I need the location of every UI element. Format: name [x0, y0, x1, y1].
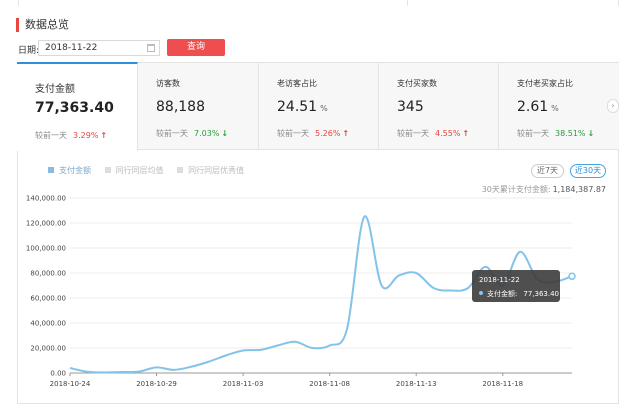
- y-tick-label: 120,000.00: [26, 220, 66, 228]
- metric-compare: 较前一天 4.55% ↑: [397, 129, 470, 138]
- x-tick-label: 2018-11-18: [482, 380, 523, 388]
- metric-value: 345: [397, 99, 424, 115]
- metric-label: 支付买家数: [397, 79, 437, 88]
- chevron-right-icon[interactable]: ›: [607, 99, 619, 113]
- query-button[interactable]: 查询: [167, 39, 225, 56]
- total-summary: 30天累计支付金额: 1,184,387.87: [482, 184, 606, 195]
- total-value: 1,184,387.87: [552, 185, 606, 194]
- metric-card-visitors[interactable]: 访客数 88,188 较前一天 7.03% ↓: [138, 62, 259, 150]
- metric-card-returning-visitors[interactable]: 老访客占比 24.51% 较前一天 5.26% ↑: [259, 62, 379, 150]
- section-title: 数据总览: [16, 18, 69, 32]
- x-tick-label: 2018-11-03: [223, 380, 264, 388]
- calendar-icon[interactable]: [147, 44, 155, 52]
- x-tick-label: 2018-11-13: [396, 380, 437, 388]
- x-tick-label: 2018-10-29: [136, 380, 177, 388]
- date-value: 2018-11-22: [45, 43, 98, 53]
- metric-label: 支付金额: [35, 84, 75, 95]
- series-line-payment: [69, 215, 573, 374]
- date-label: 日期:: [18, 46, 40, 56]
- metric-card-returning-buyers[interactable]: 支付老买家占比 2.61% 较前一天 38.51% ↓: [499, 62, 619, 150]
- metric-compare: 较前一天 5.26% ↑: [277, 129, 350, 138]
- total-label: 30天累计支付金额:: [481, 185, 551, 194]
- arrow-down-icon: ↓: [587, 129, 595, 138]
- legend-item-peer-excellent[interactable]: 同行同层优秀值: [177, 165, 244, 176]
- metric-change-pct: 5.26%: [315, 129, 341, 138]
- arrow-down-icon: ↓: [221, 129, 229, 138]
- metric-change-pct: 38.51%: [555, 129, 586, 138]
- metric-change-pct: 3.29%: [73, 131, 99, 140]
- data-point-active: [568, 272, 576, 281]
- top-frame-border: [0, 0, 640, 6]
- legend-item-payment[interactable]: 支付金额: [48, 165, 91, 176]
- y-tick-label: 60,000.00: [30, 295, 66, 303]
- metric-card-buyers[interactable]: 支付买家数 345 较前一天 4.55% ↑: [379, 62, 499, 150]
- metric-compare: 较前一天 38.51% ↓: [517, 129, 595, 138]
- arrow-up-icon: ↑: [462, 129, 470, 138]
- range-tab-30d[interactable]: 近30天: [570, 164, 606, 178]
- chart-legend: 支付金额 同行同层均值 同行同层优秀值: [48, 165, 255, 176]
- metric-value: 24.51%: [277, 99, 328, 115]
- date-input[interactable]: 2018-11-22: [38, 40, 160, 56]
- x-tick-label: 2018-10-24: [50, 380, 91, 388]
- arrow-up-icon: ↑: [100, 131, 108, 140]
- chart-tooltip: 2018-11-22 支付金额: 77,363.40: [472, 270, 560, 302]
- metric-card-payment[interactable]: 支付金额 77,363.40 较前一天 3.29% ↑: [17, 62, 138, 151]
- range-tab-7d[interactable]: 近7天: [531, 164, 564, 178]
- tooltip-date: 2018-11-22: [479, 276, 520, 284]
- y-tick-label: 100,000.00: [26, 245, 66, 253]
- y-tick-label: 40,000.00: [30, 320, 66, 328]
- metric-value: 2.61%: [517, 99, 559, 115]
- y-tick-label: 80,000.00: [30, 270, 66, 278]
- y-tick-label: 140,000.00: [26, 195, 66, 203]
- legend-item-peer-average[interactable]: 同行同层均值: [104, 165, 164, 176]
- x-tick-label: 2018-11-08: [309, 380, 350, 388]
- tooltip-dot-icon: [479, 291, 483, 295]
- metric-compare: 较前一天 7.03% ↓: [156, 129, 229, 138]
- metric-label: 支付老买家占比: [517, 79, 573, 88]
- tooltip-row: 支付金额: 77,363.40: [479, 289, 559, 299]
- metric-label: 访客数: [156, 79, 180, 88]
- metric-compare: 较前一天 3.29% ↑: [35, 131, 108, 140]
- metric-change-pct: 4.55%: [435, 129, 461, 138]
- metric-value: 77,363.40: [35, 100, 114, 116]
- arrow-up-icon: ↑: [342, 129, 350, 138]
- y-tick-label: 0.00: [50, 370, 66, 378]
- metric-label: 老访客占比: [277, 79, 317, 88]
- metric-change-pct: 7.03%: [194, 129, 220, 138]
- metric-value: 88,188: [156, 99, 205, 115]
- y-tick-label: 20,000.00: [30, 345, 66, 353]
